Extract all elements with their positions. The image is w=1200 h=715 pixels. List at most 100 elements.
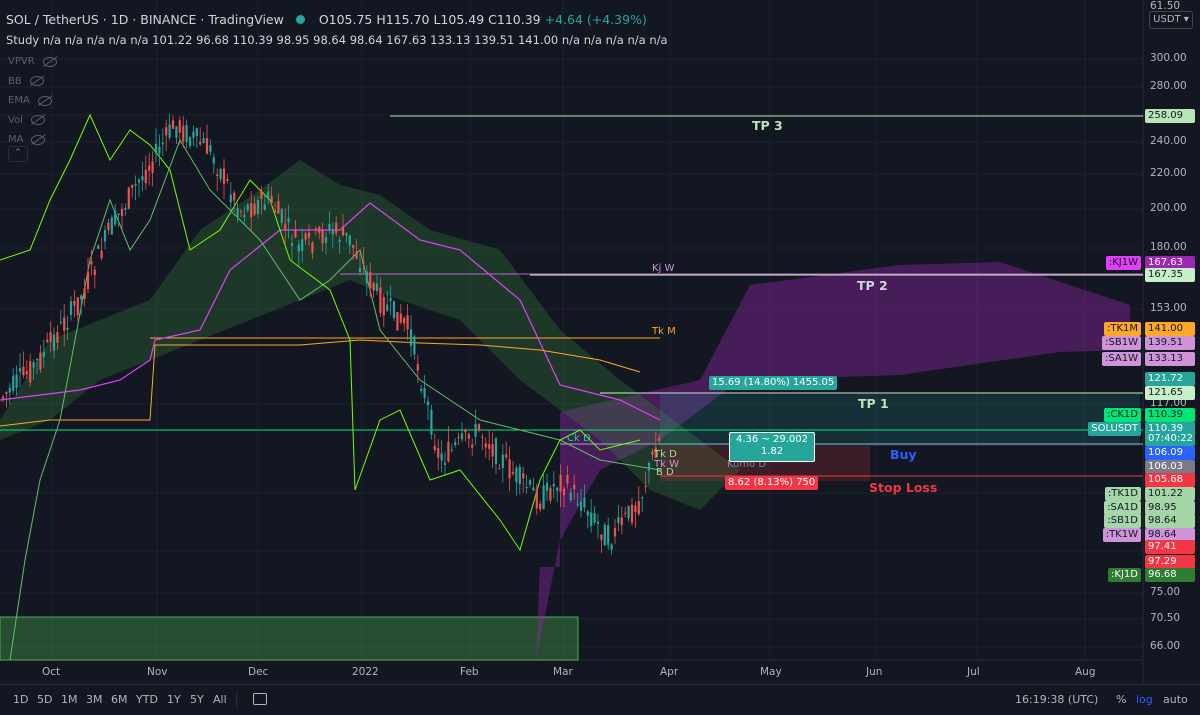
indicator-axis-tag[interactable]: :TK1M [1103,322,1141,336]
candle-body [603,524,606,546]
auto-scale-button[interactable]: auto [1163,693,1188,706]
position-info-badge[interactable]: 4.36 ~ 29.002 1.82 [729,432,815,462]
chart-legend-title[interactable]: SOL / TetherUS · 1D · BINANCE · TradingV… [6,12,647,27]
price-axis-tag[interactable]: 98.64 [1145,514,1195,528]
price-axis-tag[interactable]: 167.63 [1145,256,1195,270]
buy-label[interactable]: Buy [890,447,917,462]
timeframe-1m-button[interactable]: 1M [61,693,78,706]
eye-hidden-icon[interactable] [31,134,46,145]
price-axis-tag[interactable]: 101.22 [1145,487,1195,501]
timeframe-ytd-button[interactable]: YTD [136,693,158,706]
timeframe-all-button[interactable]: All [213,693,227,706]
candle-body [239,211,243,213]
candle-body [185,124,188,142]
candle-body [49,332,52,342]
timeframe-1y-button[interactable]: 1Y [167,693,181,706]
indicator-axis-tag[interactable]: :SB1D [1104,514,1141,528]
price-axis-tag[interactable]: 97.29 [1145,555,1195,569]
candle-body [270,195,273,204]
price-axis-tag[interactable]: 110.39 [1145,408,1195,422]
symbol-title[interactable]: SOL / TetherUS · 1D · BINANCE · TradingV… [6,12,284,27]
price-axis-tag[interactable]: 121.65 [1145,386,1195,400]
price-axis-tag[interactable]: 141.00 [1145,322,1195,336]
price-axis-tag[interactable]: 139.51 [1145,336,1195,350]
indicator-row[interactable]: MA [8,130,57,150]
price-axis-tag[interactable]: 105.68 [1145,473,1195,487]
indicator-axis-tag[interactable]: SOLUSDT [1088,422,1141,436]
tp1-label[interactable]: TP 1 [858,396,889,411]
candle-body [110,217,113,235]
timeframe-5y-button[interactable]: 5Y [190,693,204,706]
currency-select[interactable]: USDT ▾ [1149,11,1193,29]
indicator-row[interactable]: EMA [8,91,57,111]
log-scale-button[interactable]: log [1136,693,1153,706]
timeframe-5d-button[interactable]: 5D [37,693,53,706]
candle-body [637,501,640,515]
stop-loss-label[interactable]: Stop Loss [869,480,938,495]
price-tick-label: 117.00 [1150,397,1187,409]
candle-body [229,194,232,203]
candle-body [22,366,25,376]
utc-clock[interactable]: 16:19:38 (UTC) [1015,693,1099,706]
candle-body [488,444,491,449]
eye-hidden-icon[interactable] [29,76,44,87]
chart-pane [0,0,1143,660]
timeframe-6m-button[interactable]: 6M [111,693,128,706]
price-axis-tag[interactable]: 121.72 [1145,372,1195,386]
indicator-row[interactable]: BB [8,72,57,92]
candle-body [307,232,311,238]
indicator-axis-tag[interactable]: :SA1D [1104,501,1141,515]
indicator-axis-tag[interactable]: :TK1W [1102,528,1141,542]
candle-body [100,250,103,259]
tp3-label[interactable]: TP 3 [752,118,783,133]
tp2-label[interactable]: TP 2 [857,278,888,293]
eye-hidden-icon[interactable] [30,115,45,126]
indicator-axis-tag[interactable]: :KJ1W [1105,256,1141,270]
price-axis-tag[interactable]: 98.95 [1145,501,1195,515]
indicator-axis-tag[interactable]: :KJ1D [1108,568,1141,582]
candle-body [35,359,39,361]
tk-d-label: Tk D [654,449,677,460]
date-range-icon[interactable] [253,693,267,705]
candle-body [396,312,399,331]
target-info-badge[interactable]: 15.69 (14.80%) 1455.05 [709,376,838,390]
eye-hidden-icon[interactable] [37,95,52,106]
timeframe-3m-button[interactable]: 3M [86,693,103,706]
price-axis-tag[interactable]: 258.09 [1145,109,1195,123]
indicator-label: BB [8,75,22,87]
candle-body [481,436,484,438]
timeframe-1d-button[interactable]: 1D [13,693,29,706]
price-axis-tag[interactable]: 97.41 [1145,540,1195,554]
indicator-axis-tag[interactable]: :TK1D [1104,487,1141,501]
price-axis-tag[interactable]: 133.13 [1145,352,1195,366]
candlesticks [1,113,661,555]
candle-body [498,468,501,470]
indicator-row[interactable]: VPVR [8,52,57,72]
indicator-row[interactable]: Vol [8,111,57,131]
price-axis-tag[interactable]: 96.68 [1145,568,1195,582]
candle-body [8,387,11,393]
price-axis-tag[interactable]: 98.64 [1145,528,1195,542]
price-axis-tag[interactable]: 167.35 [1145,268,1195,282]
stop-info-badge[interactable]: 8.62 (8.13%) 750 [725,476,819,490]
indicator-axis-tag[interactable]: :SB1W [1102,336,1141,350]
indicator-axis-tag[interactable]: :CK1D [1104,408,1141,422]
price-axis-tag[interactable]: 106.09 [1145,446,1195,460]
candle-body [137,179,141,183]
candle-body [52,334,56,351]
indicator-label: MA [8,134,24,146]
price-axis-tag[interactable]: 106.03 [1145,460,1195,474]
candle-body [573,484,576,489]
eye-hidden-icon[interactable] [42,56,57,67]
candle-body [365,271,368,284]
collapse-legend-button[interactable]: ⌃ [8,146,28,162]
percent-scale-button[interactable]: % [1116,693,1127,706]
candle-body [535,489,538,509]
study-legend[interactable]: Study n/a n/a n/a n/a n/a 101.22 96.68 1… [6,33,668,47]
candle-body [471,444,474,448]
candle-body [399,313,402,323]
price-axis-tag[interactable]: 07:40:22 [1145,432,1195,446]
candle-body [545,482,549,491]
indicator-axis-tag[interactable]: :SA1W [1102,352,1141,366]
